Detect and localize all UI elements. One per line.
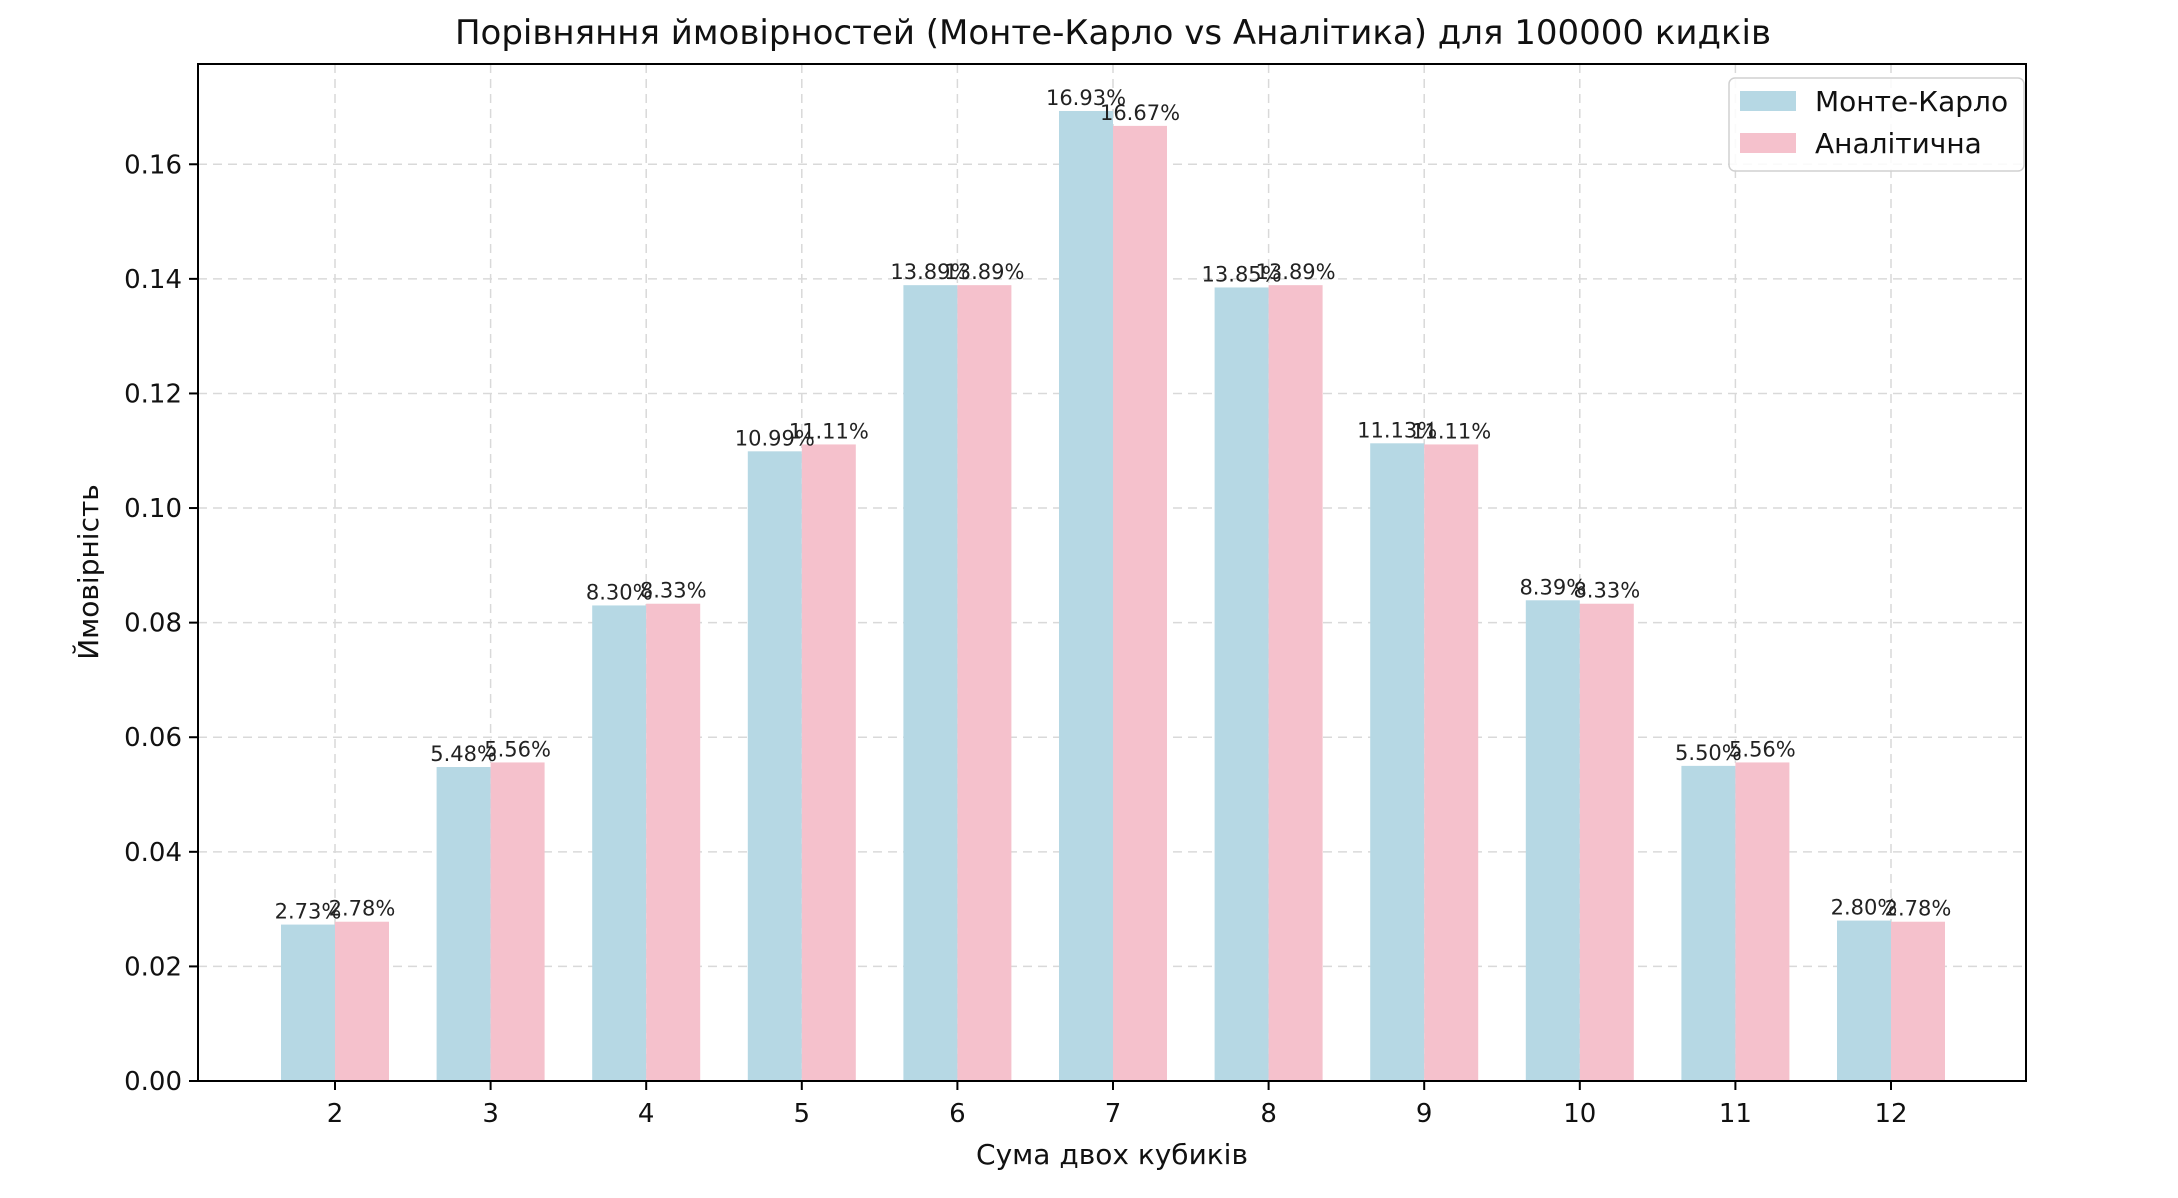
bar-analytical [801,444,856,1081]
legend-frame [1728,77,2025,172]
y-tick-label: 0.06 [124,723,182,753]
bar-label-analytical: 2.78% [1885,897,1952,921]
bar-monte-carlo [1525,600,1580,1081]
y-tick-label: 0.08 [124,609,182,639]
bar-label-analytical: 11.11% [789,419,869,443]
bar-label-analytical: 5.56% [1729,737,1796,761]
bar-analytical [1891,921,1945,1081]
x-tick-label: 2 [327,1099,344,1129]
x-axis-ticks: 2 3 4 5 6 7 8 9 10 11 12 [327,1081,1908,1129]
legend-swatch-analytical [1740,133,1796,153]
y-tick-label: 0.14 [124,265,182,295]
bar-label-monte-carlo: 8.30% [586,580,653,604]
y-tick-label: 0.04 [124,838,182,868]
bar-analytical [335,921,389,1081]
legend-label-analytical: Аналітична [1815,127,1982,160]
bar-label-monte-carlo: 2.73% [275,900,342,924]
x-tick-label: 10 [1563,1099,1596,1129]
legend: Монте-Карло Аналітична [1728,77,2025,172]
bar-monte-carlo [1214,287,1269,1082]
bar-label-monte-carlo: 5.48% [430,742,497,766]
bar-analytical [646,603,701,1081]
y-tick-label: 0.10 [124,494,182,524]
bar-monte-carlo [1837,920,1891,1081]
x-tick-label: 12 [1874,1099,1907,1129]
y-axis-ticks: 0.00 0.02 0.04 0.06 0.08 0.10 0.12 0.14 0.16 [124,150,198,1097]
bar-monte-carlo [281,924,335,1081]
bar-label-monte-carlo: 13.85% [1202,262,1282,286]
x-axis-label: Сума двох кубиків [976,1138,1248,1171]
bar-monte-carlo [592,605,647,1081]
x-tick-label: 5 [794,1099,811,1129]
bar-monte-carlo [903,285,958,1081]
bar-label-monte-carlo: 5.50% [1675,741,1742,765]
bar-label-monte-carlo: 13.89% [890,260,970,284]
chart-title: Порівняння ймовірностей (Монте-Карло vs … [455,13,1771,53]
x-tick-label: 4 [638,1099,655,1129]
x-tick-label: 3 [482,1099,499,1129]
bar-label-analytical: 13.89% [1256,260,1336,284]
bar-value-labels: 2.73%5.48%8.30%10.99%13.89%16.93%13.85%1… [275,86,1952,924]
bar-label-analytical: 8.33% [640,579,707,603]
bar-label-analytical: 13.89% [944,260,1024,284]
y-axis-label: Ймовірність [71,484,105,660]
bar-label-monte-carlo: 10.99% [735,426,815,450]
bar-monte-carlo [1370,443,1425,1081]
y-tick-label: 0.16 [124,150,182,180]
bar-monte-carlo [1681,765,1736,1081]
bar-analytical [1735,762,1790,1081]
bar-label-analytical: 5.56% [484,737,551,761]
bar-label-analytical: 16.67% [1100,101,1180,125]
y-tick-label: 0.02 [124,952,182,982]
bar-analytical [957,285,1012,1081]
x-tick-label: 6 [949,1099,966,1129]
bar-analytical [1579,603,1634,1081]
bar-analytical [1113,125,1167,1081]
x-tick-label: 8 [1260,1099,1277,1129]
bar-analytical [1268,285,1323,1081]
x-tick-label: 9 [1416,1099,1433,1129]
legend-swatch-monte-carlo [1740,91,1796,111]
legend-label-monte-carlo: Монте-Карло [1815,85,2008,118]
bar-label-analytical: 11.11% [1411,419,1491,443]
bars [281,110,1945,1082]
bar-label-monte-carlo: 11.13% [1357,418,1437,442]
bar-label-monte-carlo: 2.80% [1831,896,1898,920]
bar-label-monte-carlo: 16.93% [1046,86,1126,110]
y-tick-label: 0.12 [124,379,182,409]
x-tick-label: 11 [1719,1099,1752,1129]
bar-label-analytical: 8.33% [1573,579,1640,603]
bar-label-analytical: 2.78% [329,897,396,921]
bar-monte-carlo [1059,110,1113,1081]
bar-label-monte-carlo: 8.39% [1519,575,1586,599]
x-tick-label: 7 [1105,1099,1122,1129]
bar-analytical [490,762,545,1081]
y-tick-label: 0.00 [124,1067,182,1097]
bar-monte-carlo [747,451,802,1081]
bar-monte-carlo [436,767,491,1081]
bar-analytical [1424,444,1479,1081]
